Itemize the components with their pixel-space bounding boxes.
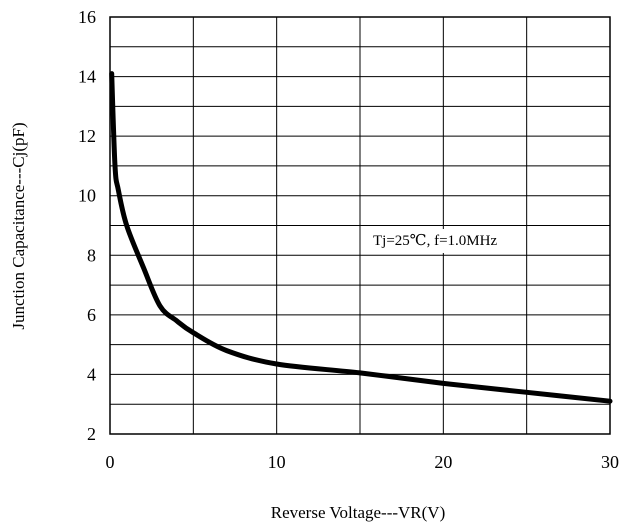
y-tick-label: 2 bbox=[87, 424, 96, 444]
x-tick-label: 0 bbox=[106, 452, 115, 472]
annotation-background bbox=[367, 229, 504, 253]
y-tick-label: 10 bbox=[78, 186, 96, 206]
y-tick-label: 6 bbox=[87, 305, 96, 325]
y-tick-label: 4 bbox=[87, 364, 96, 384]
y-tick-label: 14 bbox=[78, 67, 96, 87]
annotation-label: Tj=25℃, f=1.0MHz bbox=[373, 233, 497, 249]
y-tick-label: 16 bbox=[78, 7, 96, 27]
x-axis-ticks: 0 10 20 30 bbox=[106, 452, 620, 472]
y-tick-label: 8 bbox=[87, 245, 96, 265]
x-axis-label: Reverse Voltage---VR(V) bbox=[271, 503, 446, 522]
y-axis-ticks: 2 4 6 8 10 12 14 16 bbox=[78, 7, 96, 444]
plot-frame bbox=[109, 16, 611, 435]
x-tick-label: 30 bbox=[601, 452, 619, 472]
x-tick-label: 20 bbox=[434, 452, 452, 472]
grid-lines bbox=[110, 17, 610, 434]
x-tick-label: 10 bbox=[268, 452, 286, 472]
series-line bbox=[109, 71, 613, 404]
y-axis-label: Junction Capacitance---Cj(pF) bbox=[9, 122, 28, 329]
y-tick-label: 12 bbox=[78, 126, 96, 146]
